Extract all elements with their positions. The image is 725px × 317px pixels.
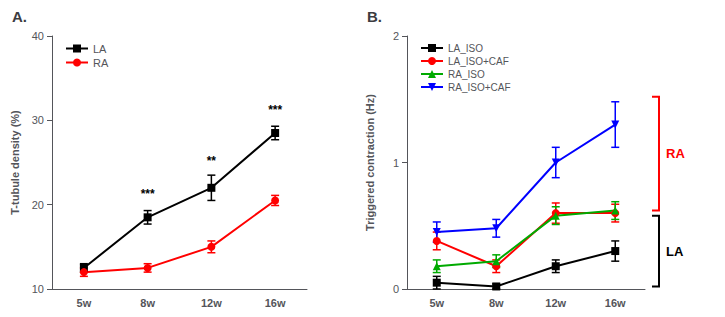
svg-text:20: 20 [32, 199, 44, 211]
svg-text:RA_ISO: RA_ISO [448, 69, 485, 80]
svg-text:16w: 16w [605, 297, 626, 309]
svg-text:30: 30 [32, 114, 44, 126]
svg-text:8w: 8w [489, 297, 504, 309]
svg-text:RA: RA [666, 146, 685, 161]
svg-text:5w: 5w [77, 297, 92, 309]
svg-text:LA: LA [93, 43, 107, 55]
svg-text:**: ** [207, 154, 217, 168]
svg-text:B.: B. [367, 8, 382, 25]
svg-text:8w: 8w [140, 297, 155, 309]
svg-text:5w: 5w [429, 297, 444, 309]
svg-text:RA: RA [93, 57, 109, 69]
svg-text:LA_ISO: LA_ISO [448, 43, 483, 54]
svg-text:10: 10 [32, 283, 44, 295]
svg-text:***: *** [268, 103, 282, 117]
svg-text:2: 2 [393, 30, 399, 42]
svg-text:LA: LA [666, 244, 684, 259]
svg-text:16w: 16w [265, 297, 286, 309]
svg-text:Triggered contraction (Hz): Triggered contraction (Hz) [364, 94, 376, 231]
svg-text:T-tubule density (%): T-tubule density (%) [9, 110, 21, 215]
svg-text:***: *** [141, 187, 155, 201]
svg-text:40: 40 [32, 30, 44, 42]
svg-text:0: 0 [393, 283, 399, 295]
svg-text:RA_ISO+CAF: RA_ISO+CAF [448, 82, 511, 93]
svg-text:12w: 12w [201, 297, 222, 309]
svg-text:A.: A. [12, 8, 27, 25]
svg-text:LA_ISO+CAF: LA_ISO+CAF [448, 56, 509, 67]
svg-text:1: 1 [393, 157, 399, 169]
svg-text:12w: 12w [545, 297, 566, 309]
